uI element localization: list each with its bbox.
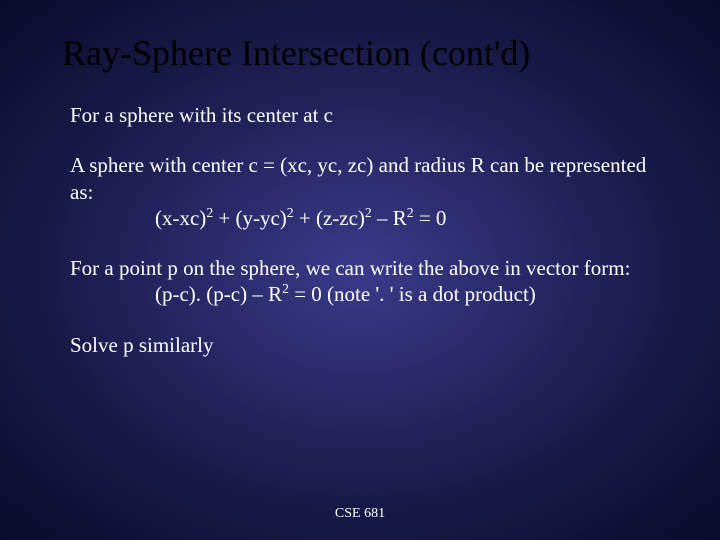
eq-term4: – R bbox=[372, 206, 407, 230]
eq-term5: = 0 bbox=[414, 206, 447, 230]
paragraph-solve: Solve p similarly bbox=[70, 332, 650, 358]
eq2-term2: = 0 (note '. ' is a dot product) bbox=[289, 282, 536, 306]
eq2-term1: (p-c). (p-c) – R bbox=[155, 282, 282, 306]
paragraph-intro: For a sphere with its center at c bbox=[70, 102, 650, 128]
eq-term1: (x-xc) bbox=[155, 206, 206, 230]
equation-sphere: (x-xc)2 + (y-yc)2 + (z-zc)2 – R2 = 0 bbox=[70, 206, 446, 230]
slide-footer: CSE 681 bbox=[0, 506, 720, 522]
paragraph-sphere-def: A sphere with center c = (xc, yc, zc) an… bbox=[70, 152, 650, 231]
exp: 2 bbox=[365, 205, 372, 220]
eq-term3: + (z-zc) bbox=[294, 206, 365, 230]
paragraph-vector-form: For a point p on the sphere, we can writ… bbox=[70, 255, 650, 308]
equation-vector: (p-c). (p-c) – R2 = 0 (note '. ' is a do… bbox=[70, 282, 536, 306]
slide-title: Ray-Sphere Intersection (cont'd) bbox=[0, 0, 720, 74]
exp: 2 bbox=[407, 205, 414, 220]
exp: 2 bbox=[282, 281, 289, 296]
slide-body: For a sphere with its center at c A sphe… bbox=[0, 74, 720, 358]
text-sphere-def: A sphere with center c = (xc, yc, zc) an… bbox=[70, 153, 646, 203]
exp: 2 bbox=[287, 205, 294, 220]
text-vector-form: For a point p on the sphere, we can writ… bbox=[70, 256, 630, 280]
eq-term2: + (y-yc) bbox=[213, 206, 287, 230]
